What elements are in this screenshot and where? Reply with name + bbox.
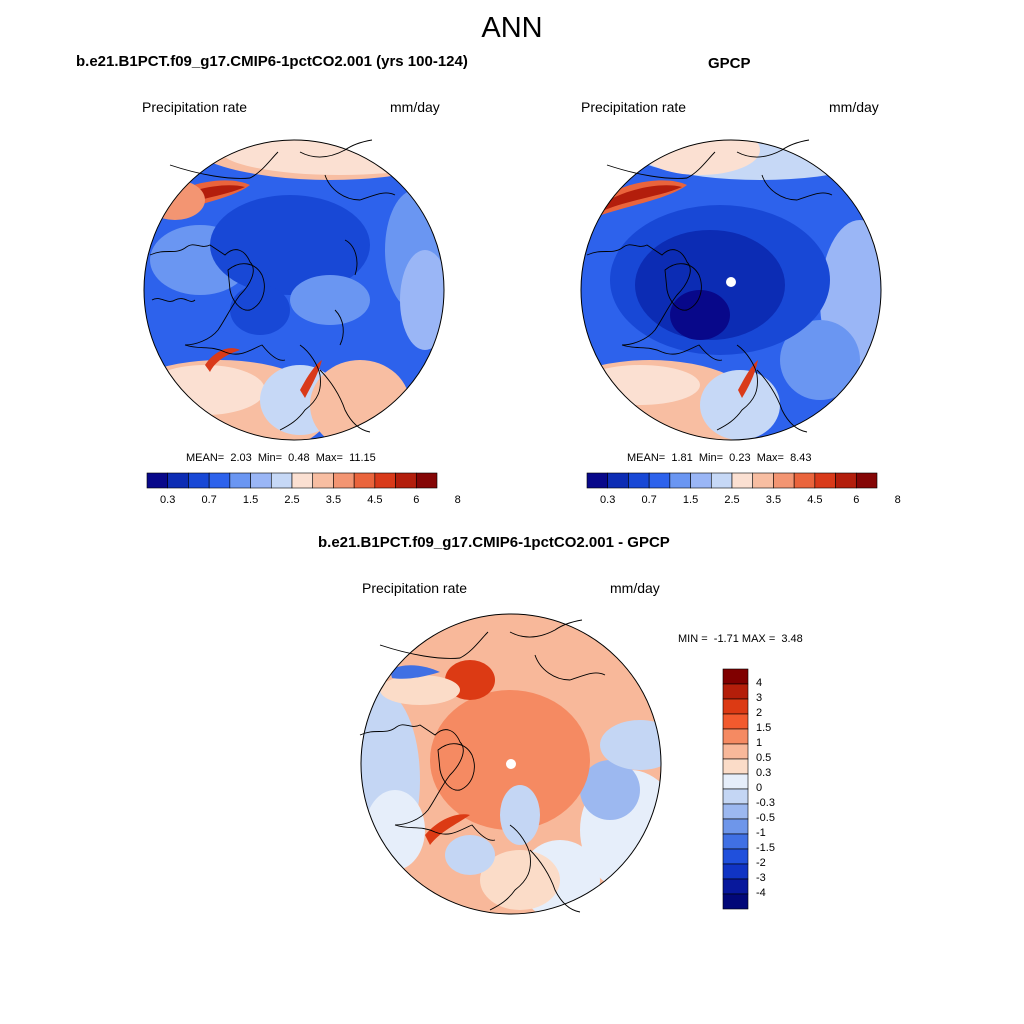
colorbar-cell [793,472,816,489]
colorbar-cell [722,743,749,760]
colorbar-tick-label: 1 [756,737,763,749]
diff-panel-title: b.e21.B1PCT.f09_g17.CMIP6-1pctCO2.001 - … [318,534,670,551]
model-colorbar [146,472,438,489]
colorbar-tick-label: -0.5 [756,812,775,824]
obs-variable-label: Precipitation rate [581,99,687,115]
colorbar-cell [773,472,795,489]
colorbar-tick-label: 1.5 [682,494,699,506]
colorbar-tick-label: 3.5 [325,494,342,506]
colorbar-cell [722,893,749,910]
colorbar-cell [229,472,251,489]
diff-units-label: mm/day [610,580,660,596]
colorbar-tick-label: -4 [756,887,766,899]
colorbar-tick-label: 6 [413,494,420,506]
diff-stats: MIN = -1.71 MAX = 3.48 [678,633,803,645]
colorbar-cell [250,472,272,489]
colorbar-tick-label: 4.5 [367,494,383,506]
colorbar-tick-label: 0 [756,782,763,794]
model-polar-map [143,139,445,441]
colorbar-cell [722,668,749,685]
colorbar-tick-label: 8 [454,494,461,506]
colorbar-cell [690,472,712,489]
colorbar-tick-label: -3 [756,872,766,884]
colorbar-tick-label: -1.5 [756,842,775,854]
colorbar-cell [270,472,293,489]
colorbar-cell [814,472,836,489]
colorbar-cell [333,472,355,489]
colorbar-cell [586,472,609,489]
colorbar-tick-label: 0.7 [201,494,217,506]
colorbar-cell [722,683,749,700]
colorbar-cell [722,818,749,835]
colorbar-cell [722,698,749,715]
obs-units-label: mm/day [829,99,879,115]
colorbar-cell [628,472,650,489]
colorbar-tick-label: 2 [756,707,763,719]
colorbar-tick-label: 0.5 [756,752,772,764]
colorbar-cell [835,472,857,489]
colorbar-cell [722,803,749,820]
colorbar-tick-label: 3.5 [765,494,782,506]
colorbar-tick-label: 8 [894,494,901,506]
colorbar-tick-label: -2 [756,857,766,869]
model-units-label: mm/day [390,99,440,115]
colorbar-cell [648,472,671,489]
colorbar-cell [731,472,754,489]
colorbar-tick-label: -0.3 [756,797,775,809]
colorbar-cell [607,472,629,489]
colorbar-cell [722,863,749,880]
colorbar-tick-label: -1 [756,827,766,839]
colorbar-tick-label: 2.5 [724,494,740,506]
colorbar-tick-label: 0.3 [756,767,772,779]
model-panel-title: b.e21.B1PCT.f09_g17.CMIP6-1pctCO2.001 (y… [76,53,468,70]
diff-colorbar [722,668,749,910]
model-stats: MEAN= 2.03 Min= 0.48 Max= 11.15 [186,452,376,464]
obs-polar-map [580,139,882,441]
colorbar-tick-label: 0.3 [160,494,176,506]
colorbar-cell [855,472,878,489]
colorbar-tick-label: 4 [756,677,763,689]
pole-marker [726,277,736,287]
colorbar-cell [752,472,774,489]
diff-variable-label: Precipitation rate [362,580,468,596]
colorbar-tick-label: 1.5 [756,722,772,734]
colorbar-tick-label: 0.7 [641,494,657,506]
colorbar-cell [722,713,749,730]
colorbar-cell [374,472,396,489]
colorbar-cell [722,773,749,790]
diff-polar-map [359,613,662,915]
colorbar-cell [669,472,691,489]
colorbar-cell [722,833,749,850]
colorbar-tick-label: 1.5 [242,494,259,506]
colorbar-cell [722,728,749,745]
colorbar-tick-label: 4.5 [807,494,823,506]
colorbar-cell [395,472,417,489]
colorbar-cell [291,472,314,489]
colorbar-tick-label: 0.3 [600,494,616,506]
colorbar-tick-label: 3 [756,692,763,704]
colorbar-tick-label: 2.5 [284,494,300,506]
page-title: ANN [481,12,543,44]
colorbar-tick-label: 6 [853,494,860,506]
colorbar-cell [722,788,749,805]
colorbar-cell [312,472,334,489]
colorbar-cell [722,878,749,895]
colorbar-cell [722,758,749,775]
pole-marker [506,759,516,769]
colorbar-cell [415,472,438,489]
obs-colorbar [586,472,878,489]
colorbar-cell [167,472,189,489]
colorbar-cell [146,472,169,489]
colorbar-cell [722,848,749,865]
colorbar-cell [353,472,376,489]
colorbar-cell [208,472,231,489]
colorbar-cell [188,472,210,489]
obs-panel-title: GPCP [708,55,751,72]
obs-stats: MEAN= 1.81 Min= 0.23 Max= 8.43 [627,452,812,464]
colorbar-cell [710,472,733,489]
model-variable-label: Precipitation rate [142,99,248,115]
